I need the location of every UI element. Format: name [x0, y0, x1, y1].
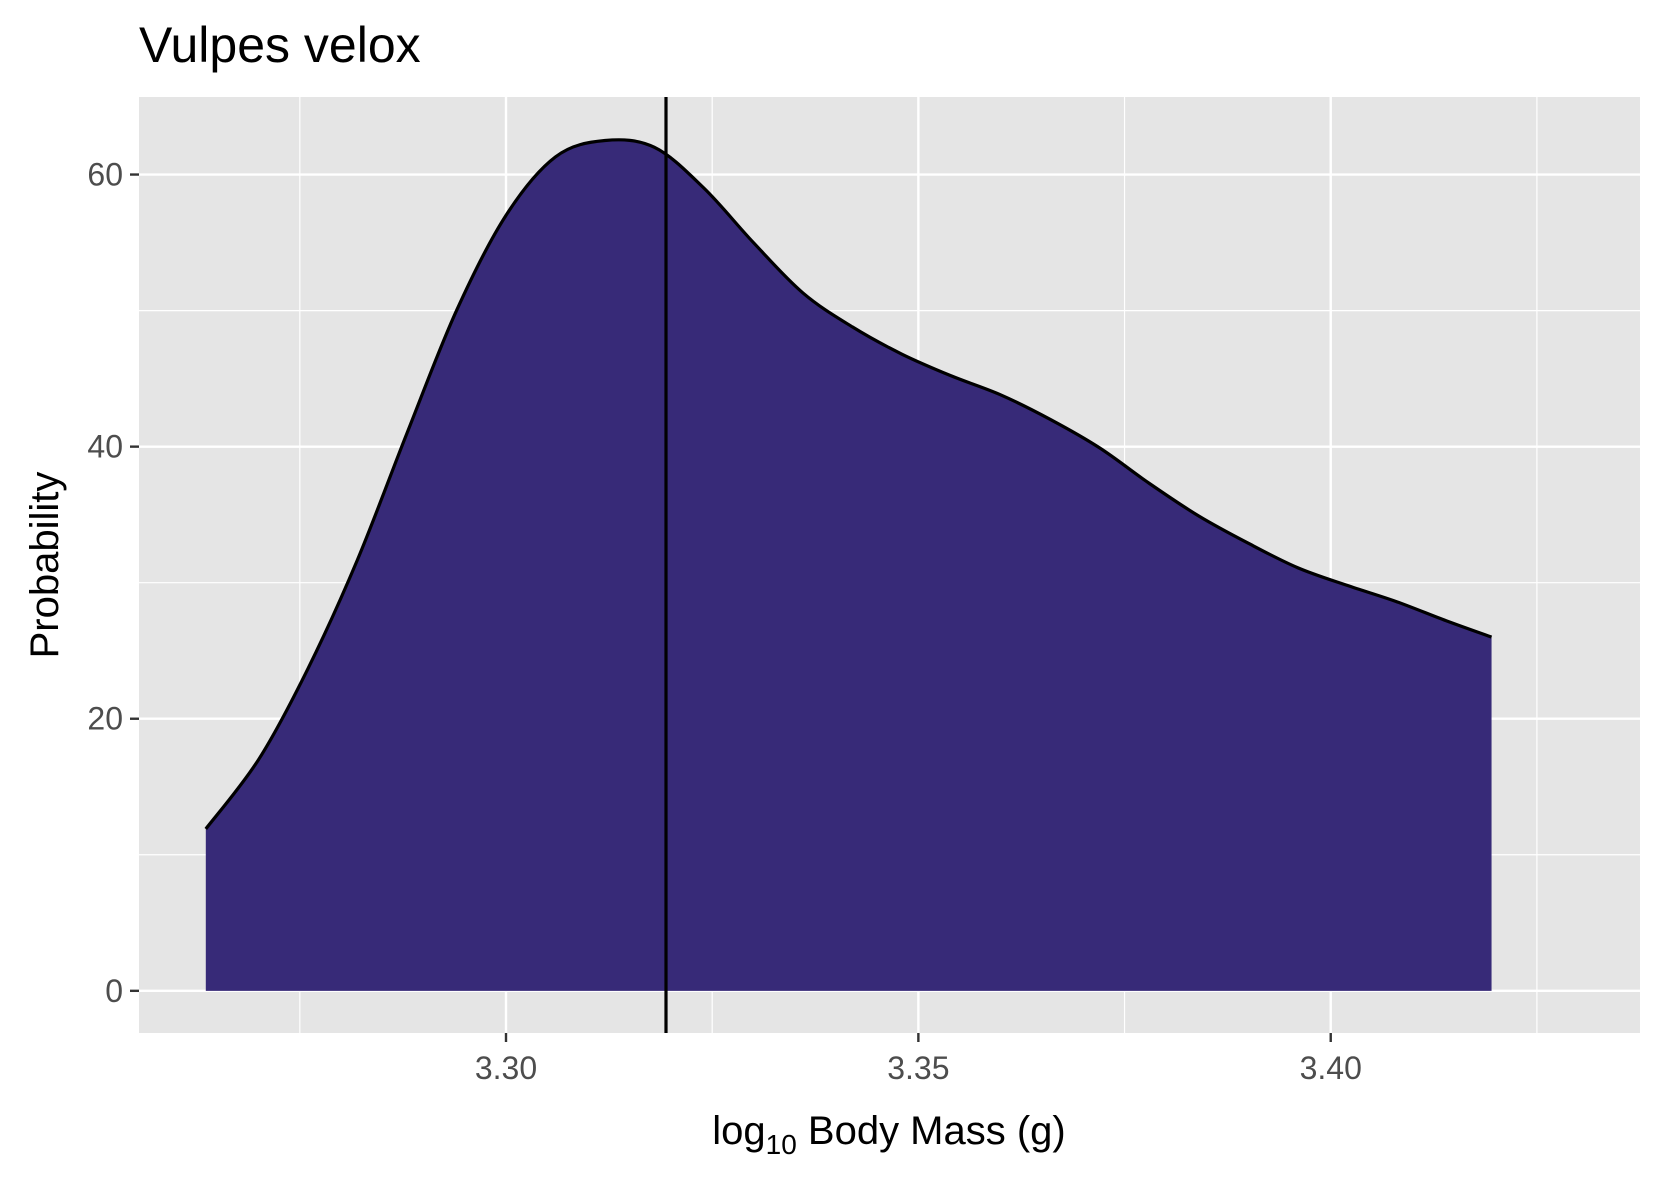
chart-title: Vulpes velox	[139, 17, 421, 73]
axes-layer: 3.30 3.35 3.40 0 20 40 60	[87, 157, 1361, 1086]
y-tick-label: 0	[105, 973, 123, 1009]
x-axis-title-subscript: 10	[766, 1129, 797, 1160]
density-curve	[204, 138, 1493, 830]
y-tick-label: 20	[87, 701, 123, 737]
x-tick-label: 3.40	[1300, 1050, 1362, 1086]
x-axis-title-base: log	[712, 1109, 765, 1153]
y-tick-label: 60	[87, 157, 123, 193]
density-area	[205, 139, 1492, 991]
x-tick-label: 3.35	[887, 1050, 949, 1086]
series-layer	[204, 97, 1493, 1033]
y-tick-label: 40	[87, 429, 123, 465]
y-axis-title: Probability	[23, 472, 67, 659]
x-tick-label: 3.30	[475, 1050, 537, 1086]
x-axis-title-rest: Body Mass (g)	[797, 1109, 1066, 1153]
x-axis-title: log10 Body Mass (g)	[712, 1109, 1066, 1160]
